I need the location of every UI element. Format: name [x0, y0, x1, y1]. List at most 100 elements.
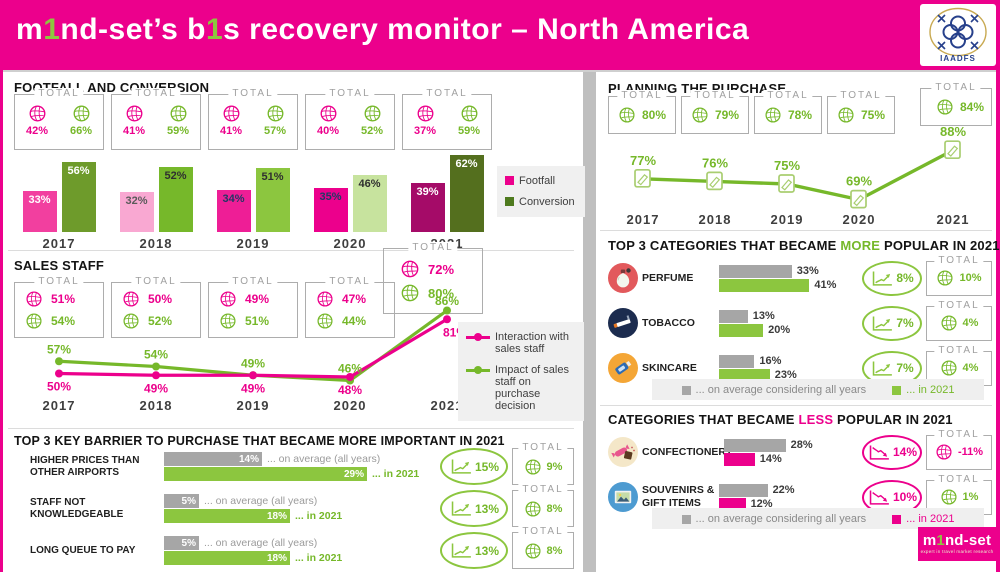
total-label: TOTAL — [518, 484, 568, 495]
legend-item-average: ... on average considering all years — [681, 513, 866, 525]
sales-staff-total-2021: TOTAL 72% 80% — [383, 242, 483, 314]
average-swatch — [681, 385, 691, 395]
total-label: TOTAL — [690, 90, 740, 101]
title-segment: 1 — [43, 13, 61, 46]
category-bars: 28% 14% — [724, 438, 858, 467]
total-box-2019: TOTAL 49% 51% — [208, 276, 298, 338]
legend-item-impact: Impact of sales staff on purchase decisi… — [466, 364, 576, 412]
average-bar: 5% — [164, 494, 199, 508]
in2021-swatch — [892, 385, 902, 395]
title-segment: s recovery monitor – North America — [223, 13, 750, 46]
trend-up-icon — [870, 314, 894, 333]
barrier-row: HIGHER PRICES THAN OTHER AIRPORTS 14%...… — [14, 442, 576, 485]
legend-label: ... in 2021 — [906, 512, 955, 525]
title-segment: m — [16, 13, 44, 46]
year-label: 2021 — [430, 398, 464, 413]
average-note: ... on average (all years) — [204, 537, 318, 549]
total-label: TOTAL — [763, 90, 813, 101]
sales-staff-section-title: SALES STAFF — [14, 258, 105, 273]
category-label: PERFUME — [642, 271, 694, 284]
svg-text:48%: 48% — [338, 383, 362, 397]
globe-icon — [72, 104, 91, 123]
svg-text:76%: 76% — [702, 155, 728, 170]
categories-less-title: CATEGORIES THAT BECAME LESS POPULAR IN 2… — [608, 412, 953, 427]
footfall-bar-2020: 35% — [313, 188, 348, 232]
footfall-bar-2019: 34% — [216, 189, 251, 232]
average-note: ... on average (all years) — [204, 495, 318, 507]
svg-text:86%: 86% — [435, 294, 459, 308]
globe-icon — [363, 104, 382, 123]
svg-text:46%: 46% — [338, 362, 362, 376]
trend-down-icon — [867, 488, 891, 507]
in2021-note: ... in 2021 — [372, 468, 420, 480]
title-segment: MORE — [840, 238, 881, 253]
globe-icon — [28, 104, 47, 123]
footfall-totals-row: TOTAL 42% 66% TOTAL 41% 59% TOTAL 41% 57… — [14, 88, 492, 150]
total-label: TOTAL — [34, 88, 84, 99]
total-box-2021: TOTAL 37% 59% — [402, 88, 492, 150]
legend-item-average: ... on average considering all years — [681, 383, 867, 396]
barrier-label: HIGHER PRICES THAN OTHER AIRPORTS — [30, 454, 140, 478]
section-separator — [8, 250, 574, 251]
svg-text:50%: 50% — [47, 380, 71, 394]
in2021-bar — [724, 452, 755, 466]
total-label: TOTAL — [325, 88, 375, 99]
category-row: SOUVENIRS & GIFT ITEMS 22% 12% 10% TOTAL… — [608, 473, 992, 519]
planning-totals-row: TOTAL 80% TOTAL 79% TOTAL 78% TOTAL 75% — [608, 90, 895, 134]
categories-more-rows: PERFUME 33% 41% 8% TOTAL 10% TOBACCO 13% … — [608, 254, 992, 391]
title-segment: POPULAR IN 2021 — [880, 238, 1000, 253]
title-segment: 1 — [205, 13, 224, 46]
barriers-section-title: TOP 3 KEY BARRIER TO PURCHASE THAT BECAM… — [14, 434, 505, 448]
total-label: TOTAL — [422, 88, 472, 99]
trend-up-badge: 13% — [440, 532, 508, 569]
globe-icon — [691, 106, 709, 124]
category-total-box: TOTAL 10% — [926, 254, 992, 296]
total-label: TOTAL — [34, 276, 84, 287]
year-label: 2017 — [42, 236, 76, 251]
total-label: TOTAL — [518, 442, 568, 453]
footfall-swatch — [505, 176, 514, 185]
globe-icon — [935, 443, 953, 461]
conversion-bar-2018: 52% — [158, 167, 193, 232]
trend-up-badge: 13% — [440, 490, 508, 527]
globe-icon — [524, 458, 542, 476]
in2021-note: ... in 2021 — [295, 510, 343, 522]
in2021-bar — [719, 368, 770, 382]
globe-icon — [400, 259, 420, 279]
svg-text:75%: 75% — [774, 158, 800, 173]
barrier-total-box: TOTAL 9% — [512, 442, 574, 485]
globe-icon — [940, 488, 958, 506]
legend-label: Footfall — [519, 175, 556, 187]
total-box-2017: TOTAL 42% 66% — [14, 88, 104, 150]
header-bar: m1nd-set’s b1s recovery monitor – North … — [0, 0, 1000, 70]
globe-icon — [400, 283, 420, 303]
year-label: 2017 — [42, 398, 76, 413]
year-label: 2018 — [139, 398, 173, 413]
globe-icon — [764, 106, 782, 124]
legend-item-2021: ... in 2021 — [892, 384, 954, 396]
globe-icon — [169, 104, 188, 123]
conversion-swatch — [505, 197, 514, 206]
legend-label: ... on average considering all years — [695, 383, 867, 396]
total-box-2018: TOTAL 41% 59% — [111, 88, 201, 150]
categories-more-legend: ... on average considering all years ...… — [652, 379, 984, 400]
category-label: CONFECTIONERY — [642, 445, 733, 458]
in2021-bar — [719, 497, 746, 511]
svg-text:69%: 69% — [846, 174, 872, 189]
globe-icon — [122, 312, 140, 330]
trend-up-badge: 8% — [862, 260, 922, 296]
trend-up-icon — [449, 499, 473, 518]
total-label: TOTAL — [931, 82, 981, 93]
sales-staff-legend: Interaction with sales staff Impact of s… — [458, 322, 584, 421]
svg-text:IAADFS: IAADFS — [940, 54, 976, 63]
footfall-legend: Footfall Conversion — [497, 166, 585, 217]
average-bar: 5% — [164, 536, 199, 550]
total-box-2020: TOTAL 47% 44% — [305, 276, 395, 338]
in2021-swatch — [892, 514, 902, 524]
average-swatch — [681, 514, 691, 524]
footfall-bar-2018: 32% — [119, 192, 154, 232]
category-label: SOUVENIRS & GIFT ITEMS — [642, 484, 715, 509]
barrier-bars: 5% ... on average (all years) 18% ... in 2… — [164, 493, 436, 524]
total-label: TOTAL — [131, 276, 181, 287]
